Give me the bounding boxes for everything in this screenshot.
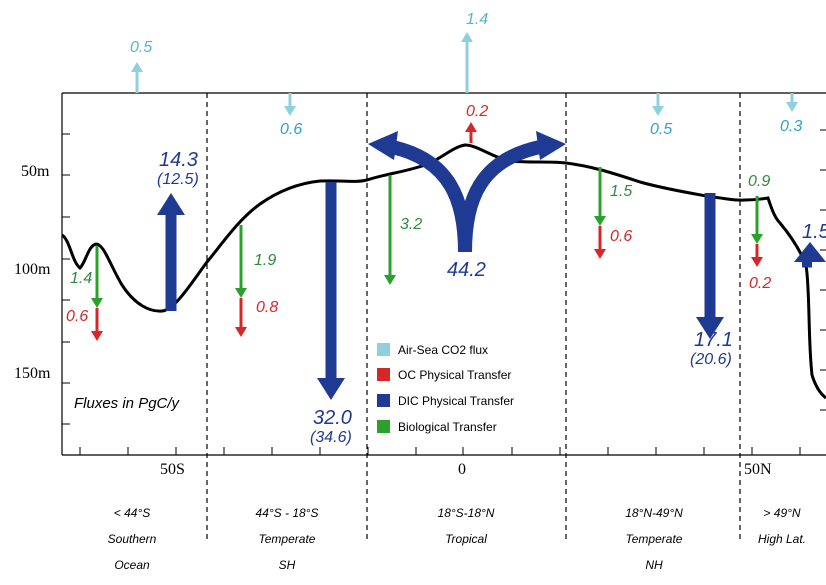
oc-value-southern: 0.6 [66, 308, 89, 325]
region-line: 18°N-49°N [625, 506, 683, 520]
bio-arrow-tropical-head [384, 275, 396, 285]
region-line: Temperate [258, 532, 316, 546]
region-line: High Lat. [757, 532, 807, 546]
diagram-canvas [60, 32, 826, 541]
legend-swatch-air-sea [377, 343, 390, 356]
right-axis-ticks [820, 129, 826, 411]
region-temperate-sh: 44°S - 18°S Temperate SH [232, 494, 342, 585]
region-line: < 44°S [113, 506, 151, 520]
dic-value-temperate-sh: 32.0 [313, 407, 352, 429]
dic-value-southern: 14.3 [159, 149, 198, 171]
x-label-50n: 50N [744, 461, 772, 478]
x-label-50s: 50S [160, 461, 185, 478]
region-tropical: 18°S-18°N Tropical [411, 494, 521, 559]
legend-swatch-bio [377, 420, 390, 433]
air-sea-value-tropical: 1.4 [466, 11, 489, 28]
legend-swatch-oc [377, 368, 390, 381]
fluxes-units-caption: Fluxes in PgC/y [74, 395, 180, 412]
y-label-150m: 150m [14, 365, 51, 382]
oc-arrow-tropical-head [465, 122, 477, 132]
dic-arrow-southern-head [157, 193, 185, 215]
y-label-100m: 100m [14, 261, 51, 278]
region-line: NH [645, 558, 663, 572]
air-sea-arrow-temperate-sh-head [284, 106, 296, 116]
bio-arrow-southern-head [91, 298, 103, 308]
dic-value-temperate-nh-alt: (20.6) [690, 351, 732, 368]
air-sea-arrow-southern-head [131, 62, 143, 72]
region-line: Ocean [114, 558, 150, 572]
oc-value-tropical: 0.2 [466, 103, 489, 120]
legend-swatch-dic [377, 394, 390, 407]
bio-arrow-temperate-nh-head [594, 216, 606, 226]
air-sea-arrow-temperate-nh-head [652, 106, 664, 116]
legend-label-oc: OC Physical Transfer [398, 368, 512, 382]
bio-value-temperate-sh: 1.9 [254, 252, 277, 269]
x-label-0: 0 [458, 461, 466, 478]
air-sea-value-high-lat: 0.3 [780, 118, 803, 135]
y-label-50m: 50m [21, 163, 50, 180]
legend-label-air-sea: Air-Sea CO2 flux [398, 343, 489, 357]
dic-arrow-high-lat-head [794, 242, 826, 262]
bio-arrow-temperate-sh-head [235, 288, 247, 298]
region-temperate-nh: 18°N-49°N Temperate NH [599, 494, 709, 585]
dic-value-temperate-sh-alt: (34.6) [310, 429, 352, 446]
dic-arrow-temperate-sh-head [317, 378, 345, 400]
bio-value-temperate-nh: 1.5 [610, 183, 633, 200]
y-axis-ticks [62, 133, 70, 425]
mixed-layer-depth-curve [60, 143, 826, 400]
oc-arrow-temperate-sh-head [235, 327, 247, 337]
dic-arrow-temperate-nh-head [696, 317, 724, 339]
legend-label-bio: Biological Transfer [398, 420, 497, 434]
region-line: Southern [107, 532, 157, 546]
dic-arrow-tropical-left-head [368, 131, 398, 160]
bio-arrow-high-lat-head [751, 234, 763, 244]
x-axis-ticks [79, 447, 801, 455]
dic-value-tropical: 44.2 [447, 259, 486, 281]
dic-value-temperate-nh: 17.1 [694, 329, 733, 351]
air-sea-value-temperate-nh: 0.5 [650, 121, 673, 138]
bio-value-southern: 1.4 [70, 270, 93, 287]
dic-arrow-tropical-right [458, 140, 542, 253]
region-line: 44°S - 18°S [255, 506, 319, 520]
dic-arrow-tropical-left [390, 140, 472, 253]
region-high-lat: > 49°N High Lat. [736, 494, 826, 559]
oc-value-temperate-sh: 0.8 [256, 299, 279, 316]
region-line: Temperate [625, 532, 683, 546]
air-sea-arrow-tropical-head [461, 32, 473, 42]
air-sea-value-southern: 0.5 [130, 39, 153, 56]
dic-value-southern-alt: (12.5) [157, 171, 199, 188]
air-sea-arrow-high-lat-head [786, 102, 798, 112]
flux-arrows [91, 32, 826, 400]
dic-value-high-lat: 1.5 [802, 221, 826, 243]
oc-arrow-southern-head [91, 331, 103, 341]
oc-arrow-high-lat-head [751, 257, 763, 267]
region-line: > 49°N [763, 506, 801, 520]
oc-value-high-lat: 0.2 [749, 275, 772, 292]
region-line: Tropical [445, 532, 487, 546]
region-dividers [206, 93, 741, 541]
oc-value-temperate-nh: 0.6 [610, 228, 633, 245]
bio-value-tropical: 3.2 [400, 216, 423, 233]
region-line: SH [278, 558, 296, 572]
dic-arrow-tropical-right-head [536, 131, 566, 160]
air-sea-value-temperate-sh: 0.6 [280, 121, 303, 138]
bio-value-high-lat: 0.9 [748, 173, 771, 190]
legend-label-dic: DIC Physical Transfer [398, 394, 515, 408]
region-line: 18°S-18°N [437, 506, 495, 520]
oc-arrow-temperate-nh-head [594, 249, 606, 259]
region-southern-ocean: < 44°S Southern Ocean [77, 494, 187, 585]
carbon-flux-diagram: 50m 100m 150m 50S 0 50N Fluxes in PgC/y … [14, 11, 826, 572]
